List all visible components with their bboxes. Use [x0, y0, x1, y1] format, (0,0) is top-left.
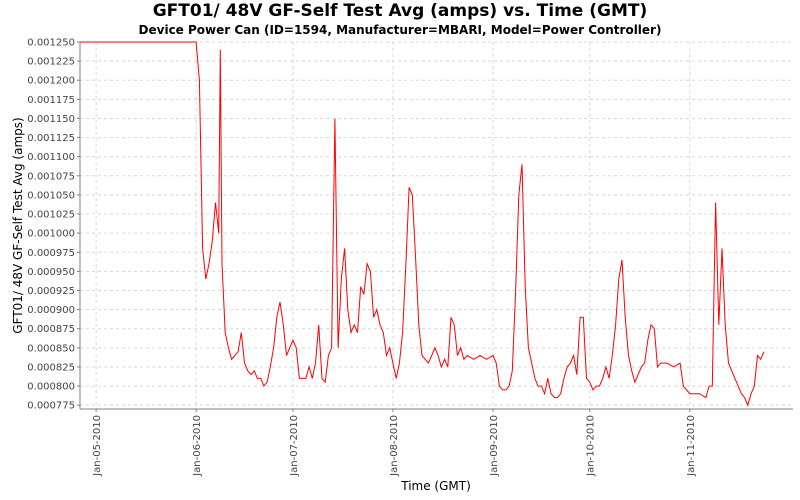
x-tick-label: Jan-11-2010 [686, 415, 697, 477]
series-layer [80, 41, 765, 407]
y-tick-label: 0.001125 [27, 133, 75, 144]
y-tick-label: 0.000900 [27, 305, 75, 316]
y-tick-label: 0.001100 [27, 152, 75, 163]
x-axis-label: Time (GMT) [400, 479, 471, 493]
y-tick-label: 0.000850 [27, 343, 75, 354]
chart-title: GFT01/ 48V GF-Self Test Avg (amps) vs. T… [152, 1, 648, 21]
y-tick-label: 0.001200 [27, 76, 75, 87]
y-tick-label: 0.000975 [27, 248, 75, 259]
y-tick-label: 0.001175 [27, 95, 75, 106]
y-tick-label: 0.000800 [27, 382, 75, 393]
y-tick-label: 0.001075 [27, 171, 75, 182]
y-tick-label: 0.001000 [27, 229, 75, 240]
plot-area [80, 42, 793, 409]
x-tick-label: Jan-08-2010 [389, 415, 400, 477]
series-line [80, 41, 765, 407]
y-tick-label: 0.001150 [27, 114, 75, 125]
x-tick-label: Jan-06-2010 [192, 415, 203, 477]
y-tick-label: 0.001050 [27, 190, 75, 201]
y-tick-label: 0.000950 [27, 267, 75, 278]
y-tick-label: 0.000775 [27, 401, 75, 412]
y-axis-label: GFT01/ 48V GF-Self Test Avg (amps) [11, 117, 25, 333]
x-tick-label: Jan-09-2010 [489, 415, 500, 477]
y-tick-label: 0.000925 [27, 286, 75, 297]
y-tick-label: 0.000875 [27, 324, 75, 335]
y-tick-label: 0.001225 [27, 57, 75, 68]
y-tick-label: 0.001250 [27, 38, 75, 49]
y-tick-label: 0.001025 [27, 210, 75, 221]
x-tick-label: Jan-05-2010 [92, 415, 103, 477]
axes: 0.000775 0.000800 0.000825 0.000850 0.000875… [27, 38, 793, 477]
chart-subtitle: Device Power Can (ID=1594, Manufacturer=… [138, 23, 662, 37]
x-tick-label: Jan-07-2010 [289, 415, 300, 477]
y-tick-label: 0.000825 [27, 362, 75, 373]
x-tick-label: Jan-10-2010 [586, 415, 597, 477]
